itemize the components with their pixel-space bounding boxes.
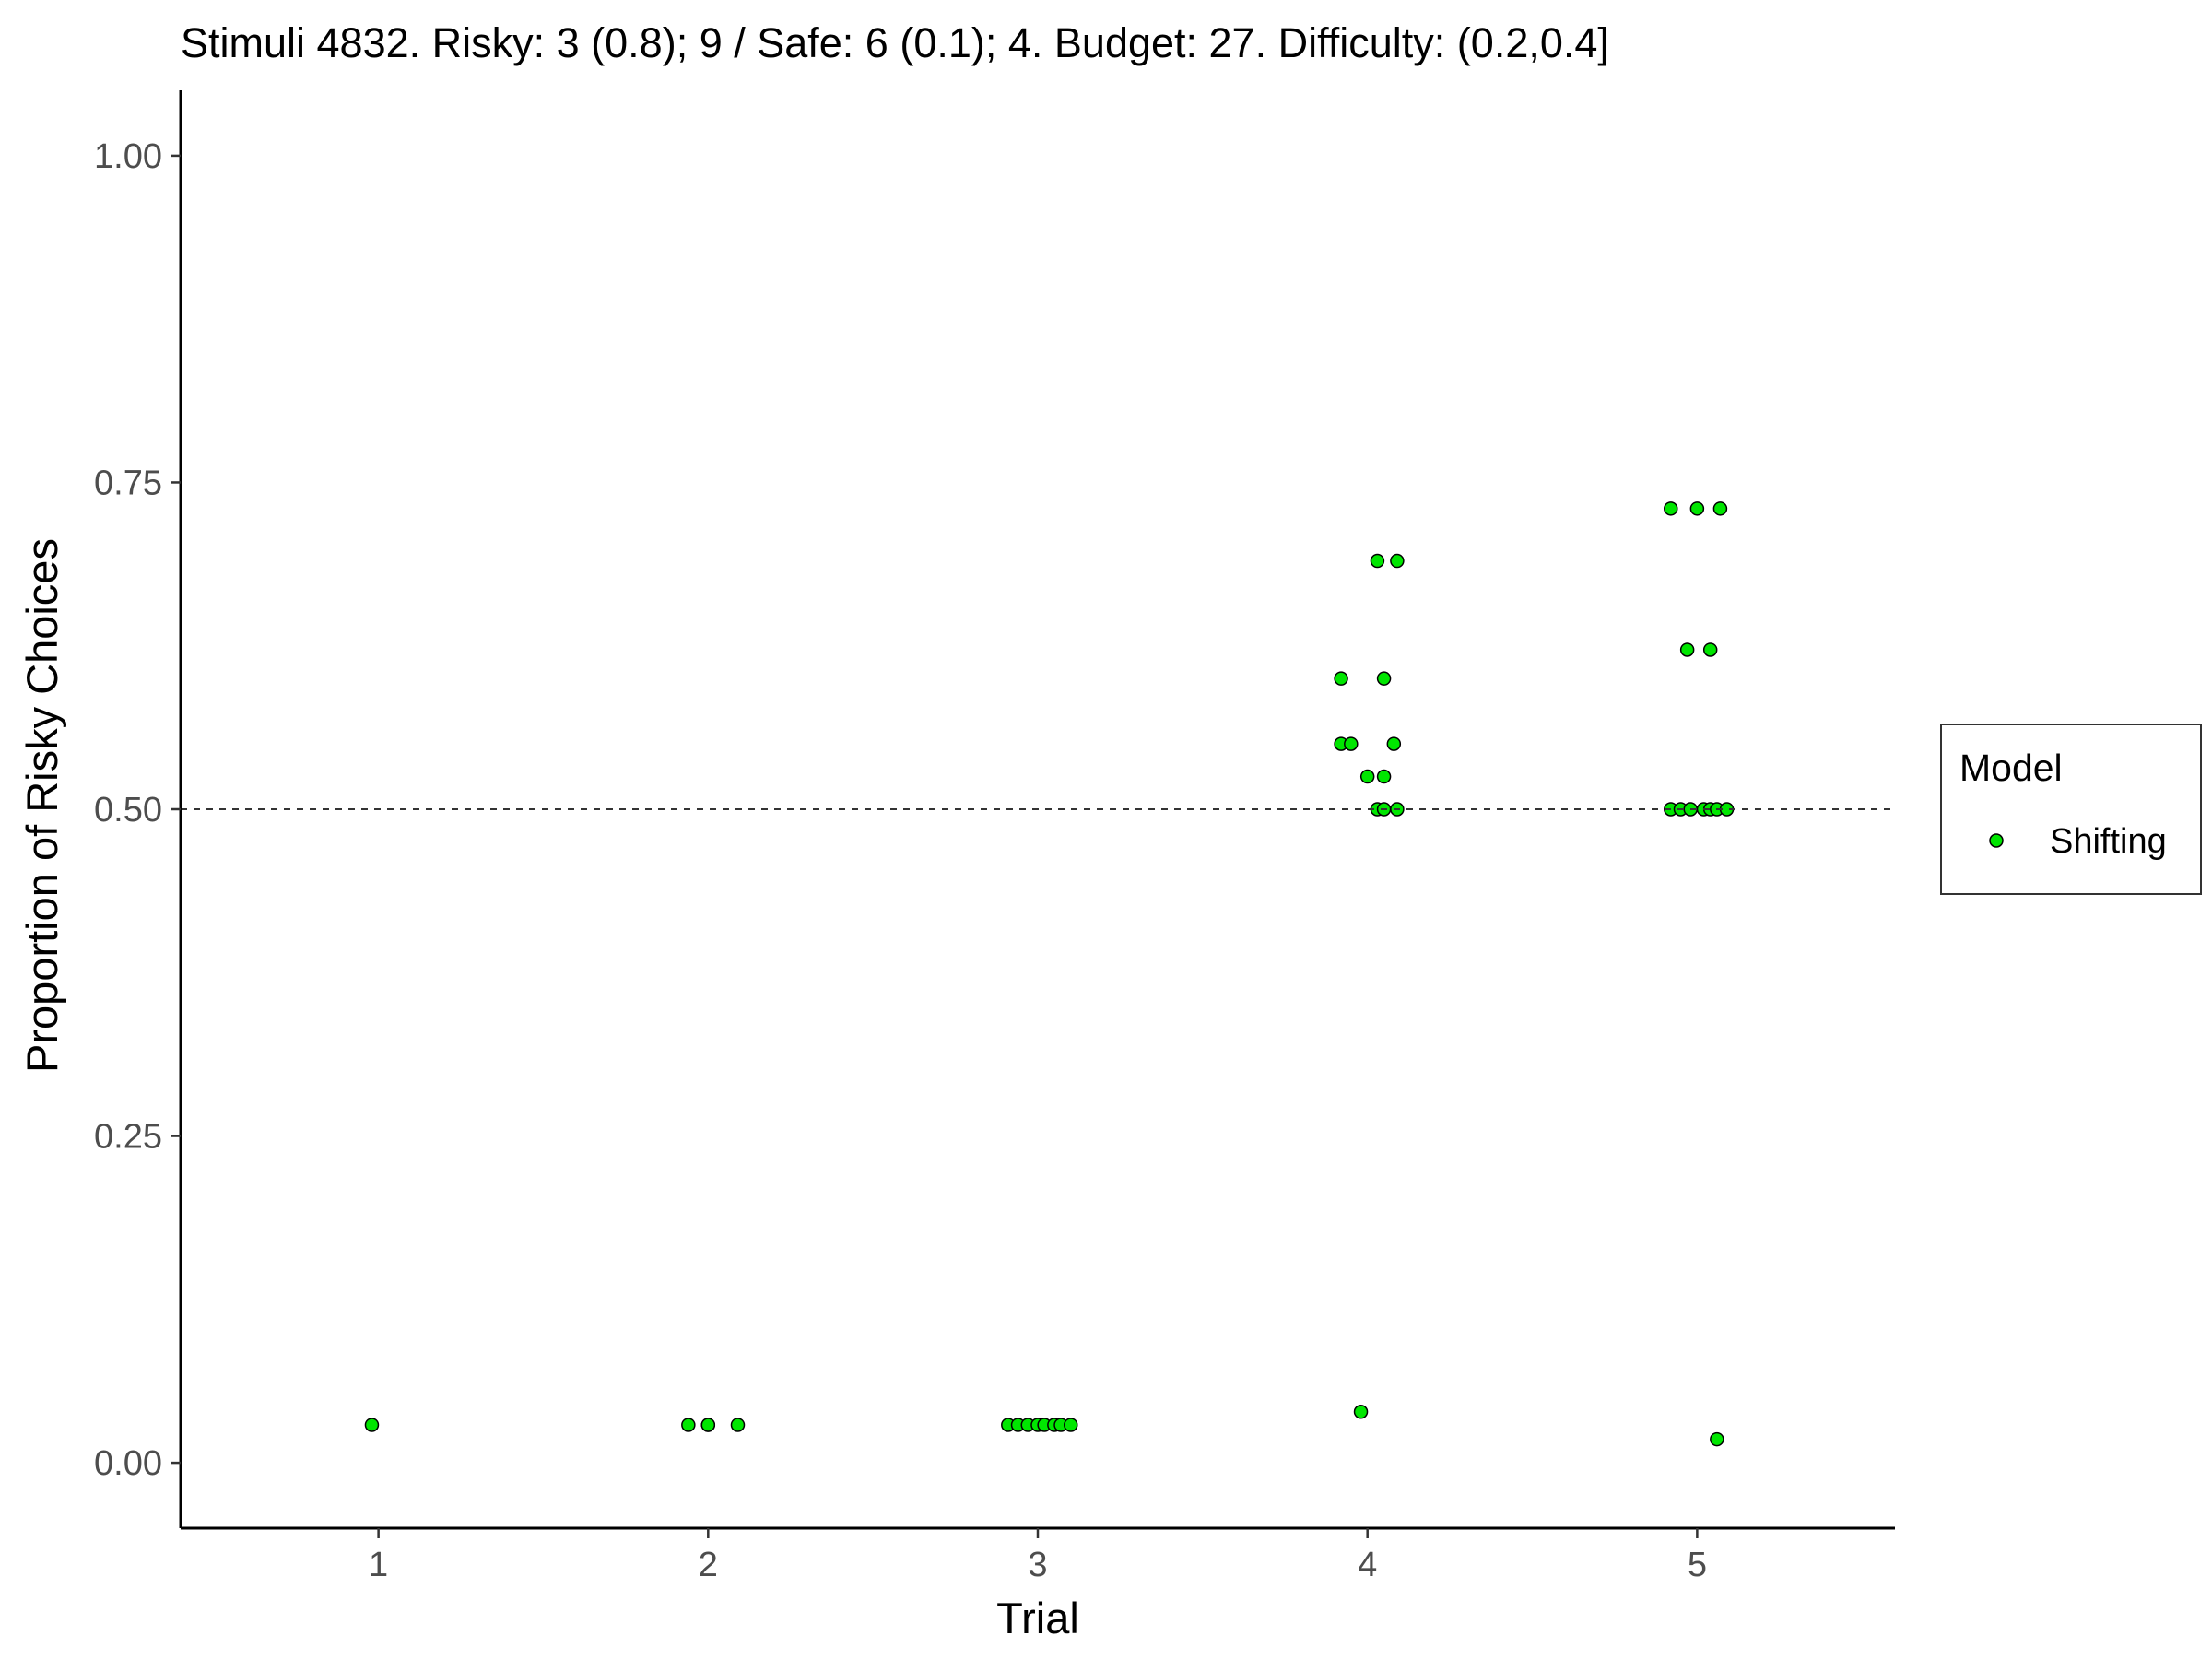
x-tick-label: 1 bbox=[369, 1546, 388, 1584]
data-point bbox=[1711, 1433, 1724, 1446]
x-tick-label: 2 bbox=[699, 1546, 718, 1584]
data-point bbox=[1335, 672, 1347, 685]
data-point bbox=[1378, 771, 1391, 783]
data-point bbox=[1681, 643, 1694, 656]
data-point bbox=[1713, 502, 1726, 515]
x-axis-title: Trial bbox=[996, 1594, 1079, 1642]
y-tick-label: 0.00 bbox=[94, 1444, 162, 1483]
data-point bbox=[1345, 737, 1358, 750]
x-tick-label: 3 bbox=[1028, 1546, 1047, 1584]
data-point bbox=[732, 1418, 745, 1431]
data-point bbox=[1690, 502, 1703, 515]
y-tick-label: 0.25 bbox=[94, 1118, 162, 1157]
data-point bbox=[1378, 672, 1391, 685]
chart-title: Stimuli 4832. Risky: 3 (0.8); 9 / Safe: … bbox=[181, 19, 1609, 66]
data-point bbox=[1387, 737, 1400, 750]
data-point bbox=[1065, 1418, 1077, 1431]
legend: Model Shifting bbox=[1941, 724, 2201, 894]
legend-label-shifting: Shifting bbox=[2050, 822, 2167, 861]
x-tick-label: 5 bbox=[1688, 1546, 1707, 1584]
legend-key-shifting bbox=[1990, 834, 2003, 847]
data-point bbox=[701, 1418, 714, 1431]
data-point bbox=[1355, 1406, 1368, 1418]
data-point bbox=[1361, 771, 1374, 783]
y-tick-label: 1.00 bbox=[94, 137, 162, 176]
data-point bbox=[682, 1418, 695, 1431]
data-point bbox=[365, 1418, 378, 1431]
data-point bbox=[1391, 555, 1404, 568]
x-tick-label: 4 bbox=[1358, 1546, 1377, 1584]
y-tick-label: 0.75 bbox=[94, 464, 162, 502]
data-point bbox=[1371, 555, 1383, 568]
data-point bbox=[1665, 502, 1677, 515]
legend-title: Model bbox=[1959, 747, 2063, 789]
data-point bbox=[1704, 643, 1717, 656]
y-axis-title: Proportion of Risky Choices bbox=[18, 538, 66, 1073]
y-tick-label: 0.50 bbox=[94, 791, 162, 830]
